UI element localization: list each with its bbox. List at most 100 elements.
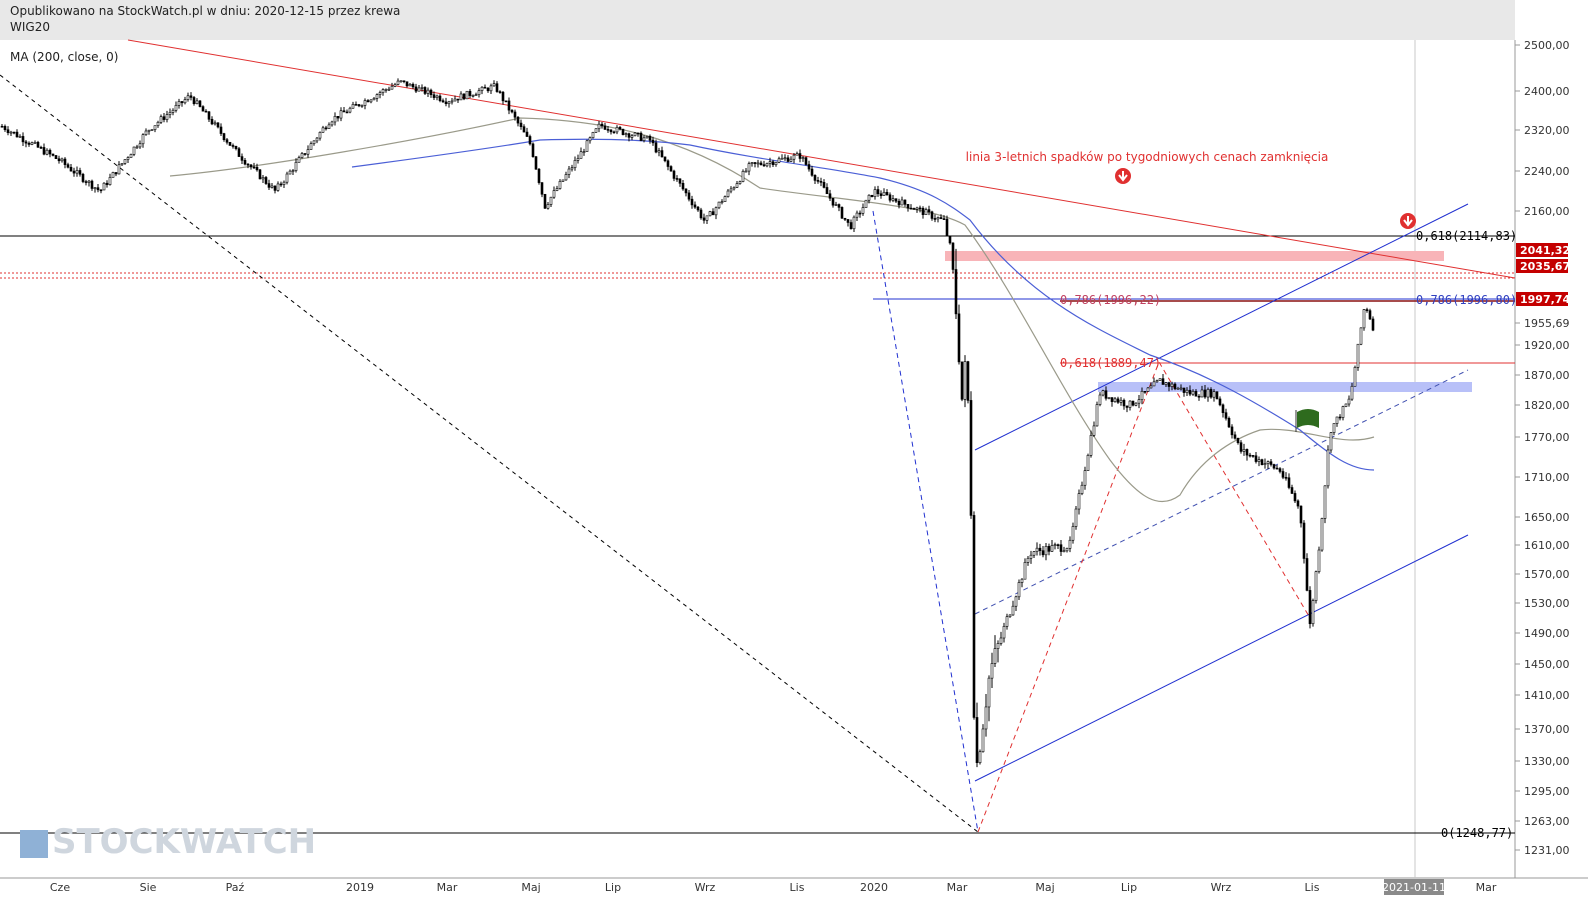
candle-body — [237, 148, 241, 157]
candle-body — [1152, 381, 1156, 387]
candle-body — [255, 166, 259, 171]
candle-body — [921, 207, 925, 215]
candle-body — [759, 162, 763, 165]
y-tick-label: 2500,00 — [1524, 39, 1570, 52]
candle-body — [246, 163, 250, 166]
candle-body — [453, 98, 457, 102]
candle-body — [48, 149, 52, 155]
candle-body — [1278, 468, 1282, 472]
candle-body — [1332, 423, 1336, 433]
candle-body — [393, 84, 397, 87]
candle-body — [30, 142, 34, 145]
candle-body — [1020, 578, 1024, 583]
candle-body — [138, 143, 142, 148]
candle-body — [222, 133, 226, 140]
candle-body — [351, 104, 355, 109]
candle-body — [990, 663, 994, 679]
x-tick-label: Paź — [226, 881, 245, 894]
candle-body — [177, 101, 181, 106]
candle-body — [258, 169, 262, 180]
candle-body — [510, 109, 514, 113]
channel-lower — [974, 534, 1469, 782]
candle-body — [927, 209, 931, 213]
candle-body — [1128, 400, 1132, 408]
candle-body — [975, 717, 979, 763]
candle-body — [639, 132, 643, 141]
candle-body — [903, 199, 907, 205]
candle-body — [297, 157, 301, 163]
candle-body — [54, 155, 58, 160]
candle-body — [1362, 309, 1366, 329]
candle-body — [114, 172, 118, 175]
candle-body — [9, 131, 13, 134]
candle-body — [429, 89, 433, 95]
x-tick-label: 2020 — [860, 881, 888, 894]
candle-body — [1251, 455, 1255, 457]
candle-body — [168, 112, 172, 115]
candle-body — [1083, 470, 1087, 486]
candle-body — [324, 127, 328, 130]
candle-body — [552, 190, 556, 198]
resistance-zone — [945, 251, 1444, 261]
x-tick-label: Lip — [1121, 881, 1137, 894]
candle-body — [642, 137, 646, 141]
candle-body — [39, 146, 43, 149]
candle-body — [375, 94, 379, 99]
candle-body — [633, 132, 637, 137]
candle-body — [978, 751, 982, 763]
candle-body — [63, 158, 67, 165]
y-tick-label: 1955,69 — [1524, 317, 1570, 330]
candle-body — [888, 194, 892, 201]
candle-body — [141, 134, 145, 145]
candle-body — [435, 95, 439, 98]
candle-body — [690, 198, 694, 206]
candle-body — [741, 171, 745, 182]
candle-body — [1026, 557, 1030, 563]
candle-body — [1056, 544, 1060, 546]
candle-body — [621, 128, 625, 135]
candle-body — [1014, 596, 1018, 607]
candle-body — [573, 160, 577, 168]
candle-body — [807, 164, 811, 170]
candle-body — [309, 143, 313, 150]
candle-body — [822, 182, 826, 188]
candle-body — [1092, 425, 1096, 436]
candle-body — [954, 269, 958, 315]
fib-label: 0,786(1996,80) — [1416, 293, 1517, 307]
x-tick-label: Maj — [521, 881, 540, 894]
candle-body — [234, 145, 238, 149]
candle-body — [786, 157, 790, 162]
candle-body — [312, 140, 316, 145]
candle-body — [933, 218, 937, 220]
candle-body — [1365, 309, 1369, 311]
candles-layer — [0, 78, 1375, 768]
candle-body — [336, 116, 340, 119]
indicator-legend[interactable]: MA (200, close, 0) — [10, 50, 119, 64]
candle-body — [543, 193, 547, 209]
candle-body — [1308, 590, 1312, 625]
candle-body — [24, 141, 28, 144]
candle-body — [1032, 551, 1036, 556]
price-label: 2041,32 — [1520, 244, 1570, 257]
candle-body — [1008, 614, 1012, 618]
candle-body — [1170, 383, 1174, 387]
candle-body — [1035, 547, 1039, 552]
candle-body — [519, 122, 523, 127]
candle-body — [714, 207, 718, 216]
candle-body — [489, 85, 493, 92]
candle-body — [390, 85, 394, 90]
candle-body — [468, 90, 472, 96]
candle-body — [558, 181, 562, 189]
candle-body — [1305, 558, 1309, 591]
candle-body — [1341, 406, 1345, 418]
candle-body — [21, 136, 25, 143]
candle-body — [1242, 449, 1246, 452]
candle-body — [945, 218, 949, 237]
y-tick-label: 1450,00 — [1524, 658, 1570, 671]
price-label-box — [1516, 259, 1568, 273]
candle-body — [879, 193, 883, 196]
candle-body — [321, 127, 325, 133]
candle-body — [1368, 310, 1372, 320]
candle-body — [1338, 416, 1342, 419]
